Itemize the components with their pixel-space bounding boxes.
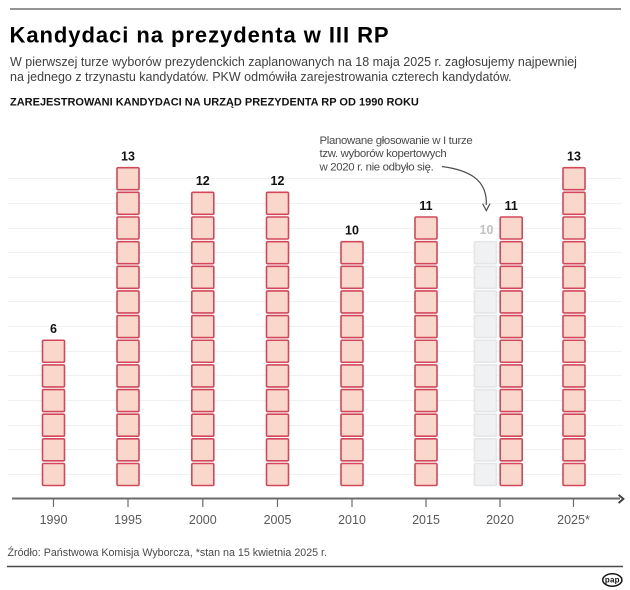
svg-text:pap: pap: [605, 576, 620, 585]
svg-text:W pierwszej turze wyborów prez: W pierwszej turze wyborów prezydenckich …: [10, 55, 577, 69]
svg-text:tzw. wyborów kopertowych: tzw. wyborów kopertowych: [320, 148, 447, 160]
svg-text:1995: 1995: [114, 513, 142, 527]
svg-text:12: 12: [196, 174, 210, 188]
svg-text:13: 13: [121, 150, 135, 164]
svg-text:2025*: 2025*: [557, 513, 590, 527]
svg-text:11: 11: [419, 199, 432, 213]
svg-text:w 2020 r. nie odbyło się.: w 2020 r. nie odbyło się.: [319, 161, 434, 173]
svg-text:2000: 2000: [189, 513, 217, 527]
svg-text:12: 12: [271, 174, 285, 188]
svg-text:2005: 2005: [264, 513, 292, 527]
svg-text:11: 11: [505, 199, 518, 213]
svg-text:na jednego z trzynastu kandyda: na jednego z trzynastu kandydatów. PKW o…: [10, 70, 512, 84]
svg-text:1990: 1990: [40, 513, 68, 527]
svg-text:13: 13: [567, 150, 581, 164]
svg-text:Planowane głosowanie w I turze: Planowane głosowanie w I turze: [320, 135, 473, 147]
svg-text:2015: 2015: [412, 513, 440, 527]
svg-text:2020: 2020: [486, 513, 514, 527]
svg-text:Kandydaci na prezydenta w III: Kandydaci na prezydenta w III RP: [10, 23, 390, 48]
svg-text:Źródło: Państwowa Komisja Wybo: Źródło: Państwowa Komisja Wyborcza, *sta…: [8, 546, 328, 559]
svg-text:ZAREJESTROWANI KANDYDACI NA UR: ZAREJESTROWANI KANDYDACI NA URZĄD PREZYD…: [10, 96, 419, 108]
svg-text:10: 10: [480, 223, 494, 237]
svg-text:2010: 2010: [338, 513, 366, 527]
svg-text:10: 10: [345, 224, 359, 238]
svg-text:6: 6: [50, 322, 57, 336]
